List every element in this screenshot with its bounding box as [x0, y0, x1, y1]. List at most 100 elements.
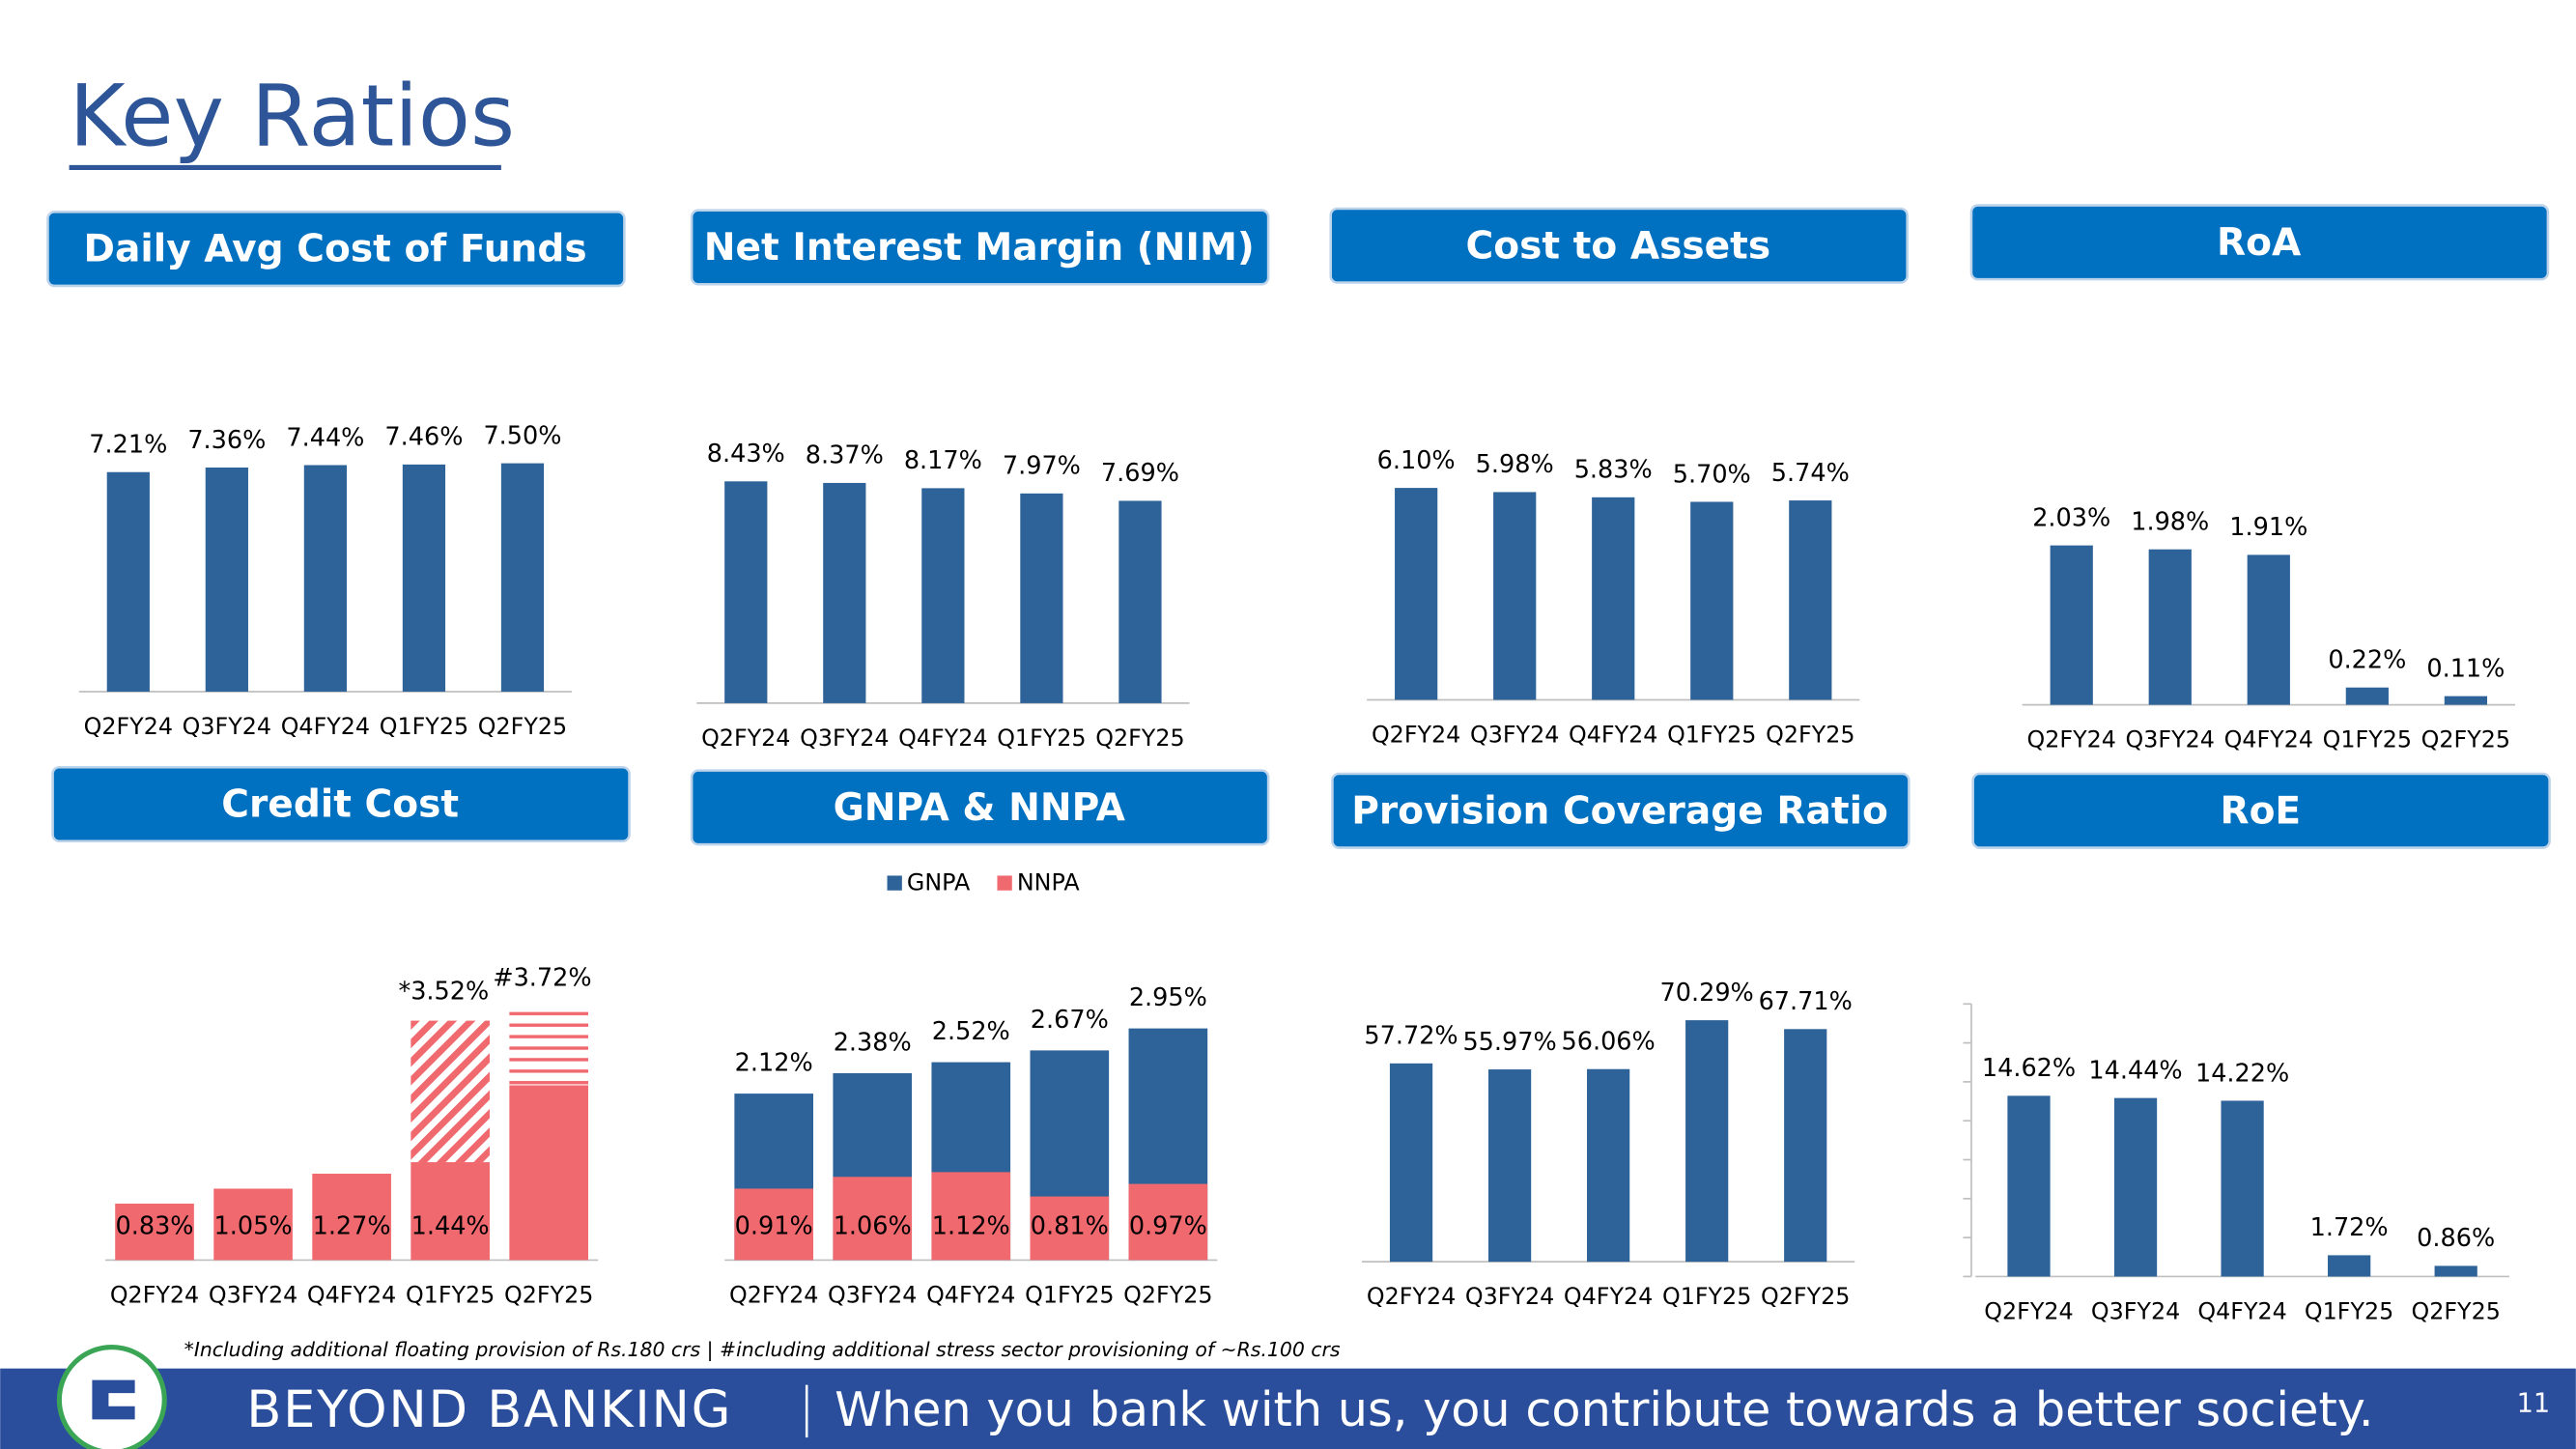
- bar: [2345, 687, 2389, 705]
- x-tick-label: Q3FY24: [1465, 1283, 1554, 1310]
- data-label: 5.74%: [1771, 459, 1850, 488]
- x-tick-label: Q1FY25: [1025, 1281, 1114, 1308]
- data-label: 0.83%: [116, 1211, 194, 1240]
- bar: [213, 1188, 293, 1261]
- panel-title: Cost to Assets: [1466, 224, 1771, 268]
- x-tick-label: Q1FY25: [1667, 721, 1756, 748]
- x-tick-label: Q3FY24: [828, 1281, 917, 1308]
- data-label: 70.29%: [1660, 979, 1754, 1008]
- legend-swatch: [887, 875, 902, 891]
- bar: [1118, 500, 1162, 703]
- page-number: 11: [2517, 1389, 2551, 1419]
- data-label: 2.67%: [1031, 1006, 1109, 1035]
- logo-mark: [92, 1379, 135, 1420]
- x-tick-label: Q2FY25: [1761, 1283, 1850, 1310]
- data-label: 0.11%: [2426, 654, 2505, 683]
- x-tick-label: Q3FY24: [800, 724, 889, 752]
- x-tick-label: Q4FY24: [898, 724, 987, 752]
- x-tick-label: Q2FY25: [2421, 726, 2510, 753]
- data-label: 5.98%: [1476, 450, 1554, 479]
- data-label: 8.17%: [904, 446, 982, 475]
- panel-title: RoE: [2220, 789, 2301, 833]
- bar: [833, 1177, 913, 1261]
- data-label: 2.95%: [1129, 983, 1207, 1012]
- x-tick-label: Q1FY25: [997, 724, 1086, 752]
- legend-label: GNPA: [907, 868, 971, 895]
- bar: [1592, 497, 1635, 700]
- legend-swatch: [997, 875, 1012, 891]
- x-tick-label: Q2FY25: [478, 713, 567, 740]
- bar: [1493, 492, 1537, 700]
- bar: [2113, 1097, 2158, 1277]
- footer-bar: [0, 1368, 2576, 1449]
- x-tick-label: Q1FY25: [1662, 1283, 1751, 1310]
- bar: [2221, 1100, 2264, 1277]
- data-label: 1.91%: [2229, 513, 2307, 542]
- x-tick-label: Q2FY25: [1766, 721, 1854, 748]
- x-tick-label: Q1FY25: [380, 713, 468, 740]
- bar: [410, 1162, 490, 1261]
- panel-header: [690, 769, 1270, 846]
- data-label: 1.44%: [411, 1211, 490, 1240]
- panel-header: [1971, 772, 2551, 849]
- bar: [921, 488, 965, 703]
- bar: [500, 463, 545, 692]
- panel-header: [1329, 207, 1909, 284]
- data-label: 7.36%: [187, 426, 266, 455]
- data-label: 7.21%: [89, 431, 167, 460]
- x-tick-label: Q2FY24: [1372, 721, 1460, 748]
- panel-title: RoA: [2217, 221, 2302, 265]
- panel-header: [1969, 204, 2550, 281]
- bar: [1030, 1196, 1110, 1261]
- bar: [2434, 1265, 2477, 1277]
- total-label: *3.52%: [398, 978, 489, 1007]
- footer-tagline: When you bank with us, you contribute to…: [835, 1381, 2373, 1437]
- data-label: 14.62%: [1982, 1054, 2076, 1083]
- data-label: 7.50%: [483, 421, 561, 450]
- x-tick-label: Q2FY24: [110, 1281, 199, 1308]
- data-label: 55.97%: [1462, 1028, 1556, 1057]
- x-tick-label: Q3FY24: [183, 713, 271, 740]
- data-label: 8.37%: [806, 441, 884, 470]
- data-label: 1.06%: [834, 1211, 912, 1240]
- bar: [509, 1085, 589, 1261]
- bar: [1789, 500, 1832, 700]
- x-tick-label: Q1FY25: [2305, 1297, 2393, 1324]
- bar: [106, 471, 150, 692]
- data-label: 1.05%: [214, 1211, 293, 1240]
- x-tick-label: Q1FY25: [2323, 726, 2412, 753]
- data-label: 7.97%: [1003, 452, 1081, 481]
- data-label: 14.44%: [2088, 1056, 2182, 1085]
- x-tick-label: Q4FY24: [307, 1281, 396, 1308]
- page-title: Key Ratios: [70, 66, 515, 165]
- bar-hatched: [410, 1020, 490, 1163]
- bar: [402, 464, 446, 692]
- x-tick-label: Q4FY24: [2224, 726, 2313, 753]
- panel-title: Daily Avg Cost of Funds: [84, 228, 587, 271]
- x-tick-label: Q4FY24: [281, 713, 370, 740]
- x-tick-label: Q2FY25: [504, 1281, 593, 1308]
- panel-header: [690, 209, 1270, 286]
- panel-title: Provision Coverage Ratio: [1351, 789, 1888, 833]
- bar: [1487, 1069, 1532, 1263]
- bar: [2328, 1255, 2371, 1277]
- panel-header: [1331, 772, 1911, 849]
- total-label: #3.72%: [493, 964, 591, 993]
- data-label: 5.83%: [1574, 456, 1653, 485]
- bar: [2444, 696, 2487, 705]
- bar: [931, 1172, 1011, 1261]
- x-tick-label: Q2FY25: [1123, 1281, 1212, 1308]
- bar: [2247, 554, 2290, 705]
- data-label: 6.10%: [1377, 446, 1456, 475]
- x-tick-label: Q2FY24: [729, 1281, 818, 1308]
- logo: [56, 1345, 167, 1449]
- panel-title: Credit Cost: [221, 783, 459, 827]
- panel-title: GNPA & NNPA: [834, 786, 1126, 830]
- data-label: 2.52%: [932, 1017, 1010, 1046]
- x-tick-label: Q3FY24: [2091, 1297, 2180, 1324]
- x-tick-label: Q4FY24: [1569, 721, 1657, 748]
- bar: [1020, 493, 1063, 703]
- bar: [1690, 501, 1734, 700]
- data-label: 2.12%: [735, 1048, 813, 1077]
